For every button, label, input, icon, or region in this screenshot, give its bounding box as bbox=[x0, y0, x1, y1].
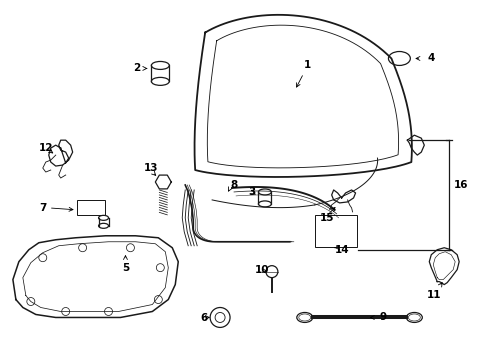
Text: 2: 2 bbox=[133, 63, 141, 73]
Text: 3: 3 bbox=[247, 187, 255, 197]
Text: 6: 6 bbox=[200, 314, 207, 324]
Text: 10: 10 bbox=[254, 265, 269, 275]
Text: 15: 15 bbox=[319, 213, 333, 223]
Text: 9: 9 bbox=[379, 312, 386, 323]
Text: 8: 8 bbox=[229, 180, 237, 190]
Text: 4: 4 bbox=[427, 54, 434, 63]
Ellipse shape bbox=[407, 314, 420, 321]
Bar bbox=[77, 200, 104, 215]
Text: 14: 14 bbox=[334, 245, 348, 255]
Bar bbox=[314, 215, 356, 247]
Text: 7: 7 bbox=[39, 203, 46, 213]
Text: 1: 1 bbox=[296, 60, 311, 87]
Text: 5: 5 bbox=[122, 256, 129, 273]
Text: 11: 11 bbox=[426, 283, 441, 300]
Ellipse shape bbox=[298, 314, 310, 321]
Text: 13: 13 bbox=[143, 163, 158, 173]
Text: 16: 16 bbox=[453, 180, 468, 190]
Text: 12: 12 bbox=[39, 143, 53, 153]
